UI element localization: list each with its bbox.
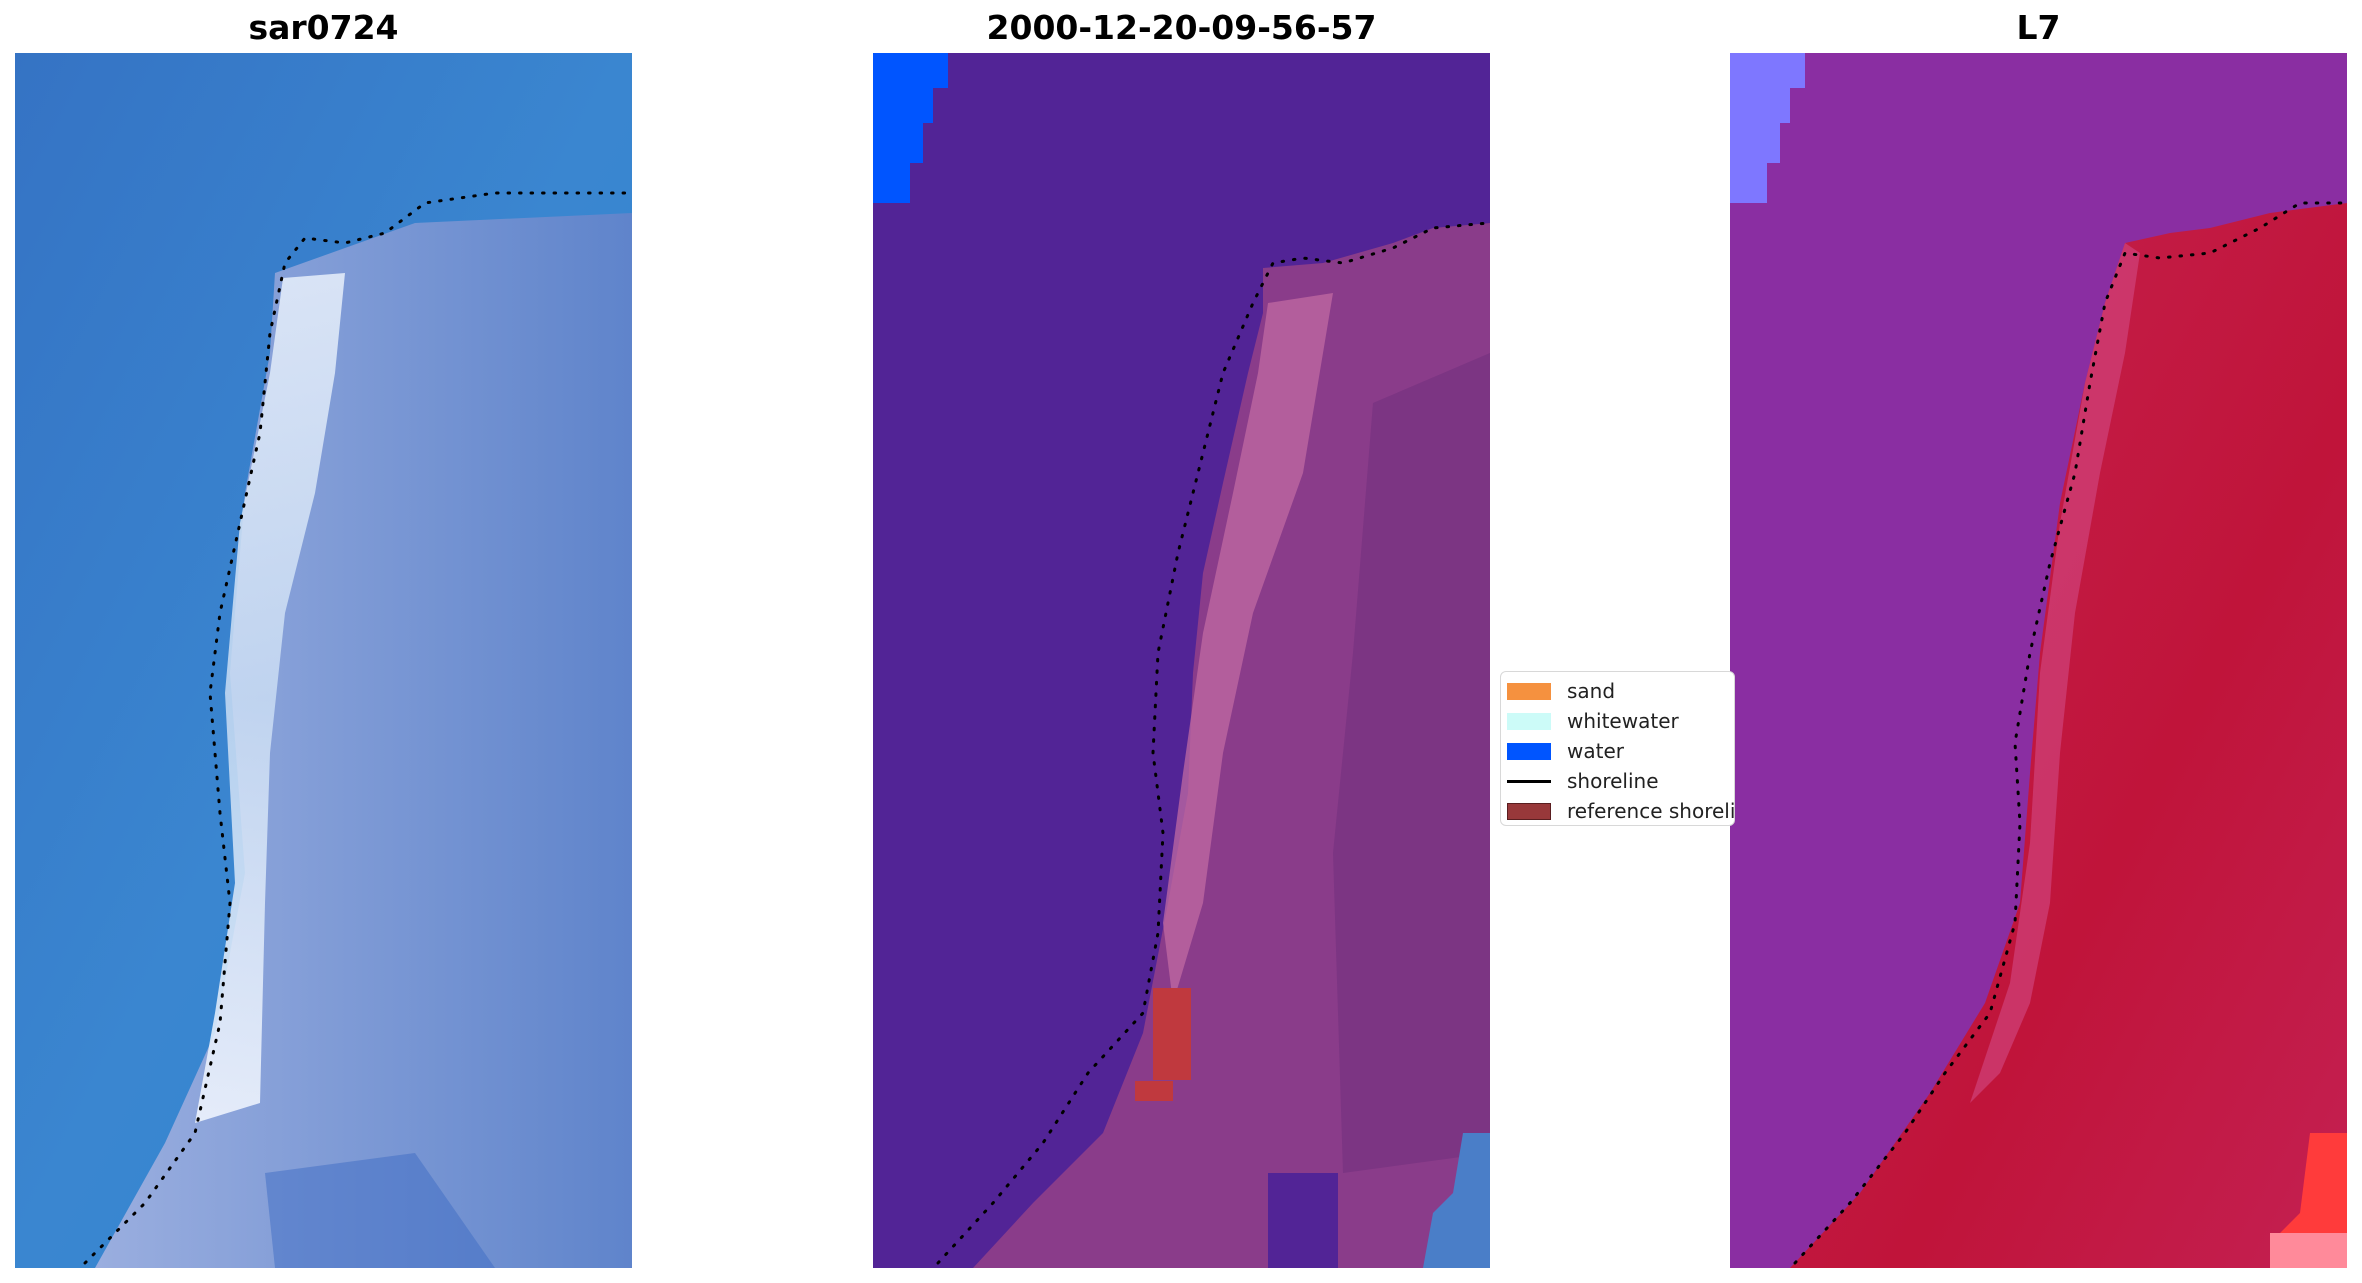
shoreline bbox=[1793, 201, 2347, 1265]
nir-image bbox=[1730, 53, 2347, 1268]
panel-title-classification: 2000-12-20-09-56-57 bbox=[986, 8, 1377, 47]
shoreline bbox=[83, 191, 632, 1265]
reference-shoreline-patch-2 bbox=[1135, 1081, 1173, 1101]
shoreline-swatch bbox=[1507, 779, 1551, 783]
shoreline bbox=[936, 221, 1490, 1265]
water-corner-bottom bbox=[1423, 1133, 1490, 1268]
legend-label-water: water bbox=[1567, 739, 1624, 763]
legend-item-whitewater: whitewater bbox=[1507, 709, 1679, 733]
whitewater-band bbox=[195, 273, 345, 1123]
legend-label-sand: sand bbox=[1567, 679, 1616, 703]
land-dark-right bbox=[1333, 353, 1490, 1173]
legend-item-sand: sand bbox=[1507, 679, 1615, 703]
water-corner bbox=[873, 53, 948, 203]
legend-label-reference-shoreline: reference shoreline bbox=[1567, 799, 1735, 823]
class-dark-block bbox=[1268, 1173, 1338, 1268]
land-area bbox=[1790, 203, 2347, 1268]
nir-image-panel bbox=[1730, 53, 2347, 1268]
legend-item-shoreline: shoreline bbox=[1507, 769, 1659, 793]
legend-label-shoreline: shoreline bbox=[1567, 769, 1659, 793]
land-highlight bbox=[1163, 293, 1333, 1003]
classification-image bbox=[873, 53, 1490, 1268]
land-fringe bbox=[1970, 243, 2140, 1103]
whitewater-swatch bbox=[1507, 712, 1551, 730]
land-bottom-dark bbox=[265, 1153, 495, 1268]
sand-swatch bbox=[1507, 682, 1551, 700]
legend-label-whitewater: whitewater bbox=[1567, 709, 1679, 733]
rgb-image-panel bbox=[15, 53, 632, 1268]
legend-item-water: water bbox=[1507, 739, 1624, 763]
reference-shoreline-patch bbox=[1153, 988, 1191, 1080]
rgb-image bbox=[15, 53, 632, 1268]
bright-corner-2 bbox=[2270, 1233, 2347, 1268]
water-swatch bbox=[1507, 742, 1551, 760]
classification-panel bbox=[873, 53, 1490, 1268]
legend: sand whitewater water shoreline referenc… bbox=[1500, 671, 1735, 826]
water-pixels bbox=[1730, 53, 1805, 203]
panel-title-nir: L7 bbox=[2016, 8, 2061, 47]
legend-item-reference-shoreline: reference shoreline bbox=[1507, 799, 1735, 823]
reference-shoreline-swatch bbox=[1507, 802, 1551, 820]
panel-title-rgb: sar0724 bbox=[248, 8, 399, 47]
